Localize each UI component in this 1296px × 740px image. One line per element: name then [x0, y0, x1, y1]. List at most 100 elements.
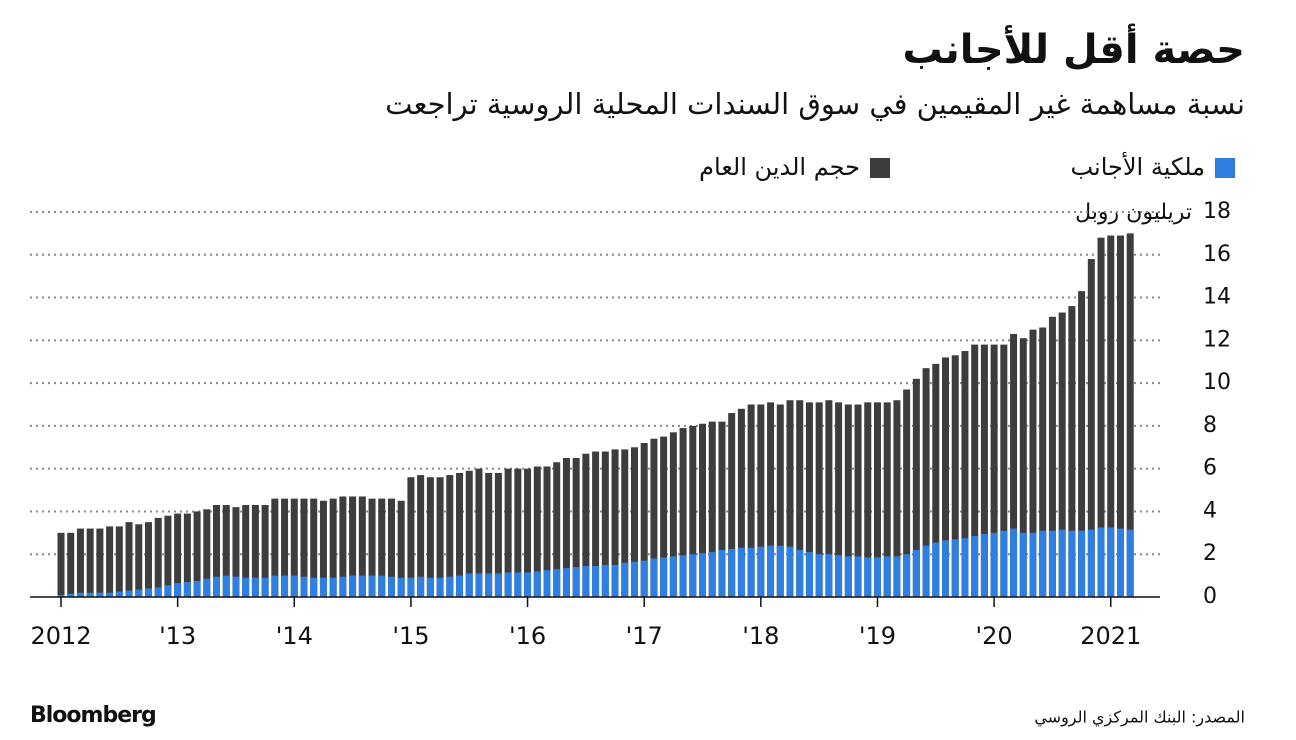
bar [407, 477, 415, 597]
bar [971, 344, 979, 597]
bar [630, 561, 638, 597]
bar [319, 500, 327, 597]
bar [514, 572, 522, 597]
bar [358, 496, 366, 597]
bar [611, 564, 619, 597]
bar [873, 402, 881, 597]
bar [125, 522, 133, 597]
bar [154, 517, 162, 597]
x-tick-label: '20 [976, 622, 1013, 650]
bar [582, 565, 590, 597]
brand: Bloomberg [30, 703, 156, 728]
bar [689, 425, 697, 597]
bar [815, 402, 823, 597]
bar [222, 575, 230, 597]
bar [650, 438, 658, 597]
bar [67, 532, 75, 597]
bar [1097, 237, 1105, 597]
bar [796, 549, 804, 597]
bar [446, 576, 454, 597]
bar [339, 576, 347, 597]
bar [728, 413, 736, 597]
bar [106, 592, 114, 597]
bar [922, 368, 930, 597]
bar [144, 522, 152, 597]
y-tick-label: 18 [1203, 199, 1231, 224]
bar [378, 498, 386, 597]
bar [1058, 312, 1066, 597]
bar [310, 577, 318, 597]
y-tick-label: 16 [1203, 242, 1231, 267]
bar [242, 505, 250, 597]
bar [737, 408, 745, 597]
y-tick-label: 0 [1203, 584, 1217, 609]
bar [475, 468, 483, 597]
bar [689, 554, 697, 597]
bar [251, 577, 259, 597]
bar [844, 556, 852, 597]
bar [650, 558, 658, 597]
bar [757, 404, 765, 597]
bar [747, 404, 755, 597]
bar [494, 573, 502, 597]
bar [611, 449, 619, 597]
bar [864, 402, 872, 597]
legend-label: حجم الدين العام [699, 153, 860, 181]
bar [504, 572, 512, 597]
bar [601, 451, 609, 597]
bar [883, 556, 891, 597]
bar [553, 569, 561, 597]
bar [864, 557, 872, 597]
bar [387, 498, 395, 597]
bar [183, 513, 191, 597]
bar [193, 580, 201, 597]
bar [1078, 530, 1086, 597]
bar [465, 470, 473, 597]
bar [397, 500, 405, 597]
bar [1010, 528, 1018, 597]
bar [1048, 316, 1056, 597]
bar [815, 554, 823, 597]
bar [67, 593, 75, 597]
bar [718, 549, 726, 597]
bar [679, 428, 687, 597]
bar [465, 573, 473, 597]
bar [621, 562, 629, 597]
bar [290, 498, 298, 597]
bar [387, 576, 395, 597]
bar [961, 538, 969, 597]
bar [1068, 306, 1076, 597]
bar [1126, 529, 1134, 597]
y-tick-label: 2 [1203, 541, 1217, 566]
bar [776, 545, 784, 597]
bar [873, 557, 881, 597]
x-tick-label: '15 [392, 622, 429, 650]
y-tick-label: 8 [1203, 413, 1217, 438]
bar [980, 344, 988, 597]
bar [1087, 529, 1095, 597]
bar [669, 432, 677, 597]
bar [951, 355, 959, 597]
bar [1019, 338, 1027, 597]
bar [349, 575, 357, 597]
bar [805, 402, 813, 597]
bar [912, 549, 920, 597]
bar [601, 564, 609, 597]
y-axis-label: تريليون روبل [1075, 200, 1192, 225]
source: المصدر: البنك المركزي الروسي [1034, 708, 1245, 728]
bar [728, 548, 736, 597]
bar [767, 402, 775, 597]
bar [203, 509, 211, 597]
bar [990, 344, 998, 597]
bar [708, 552, 716, 597]
bar [494, 472, 502, 597]
chart-title: حصة أقل للأجانب [902, 23, 1245, 73]
bar [524, 572, 532, 597]
bar [300, 498, 308, 597]
x-tick-label: '16 [509, 622, 546, 650]
bar [115, 591, 123, 597]
bar [456, 472, 464, 597]
bar [1010, 333, 1018, 597]
bar [57, 594, 65, 597]
